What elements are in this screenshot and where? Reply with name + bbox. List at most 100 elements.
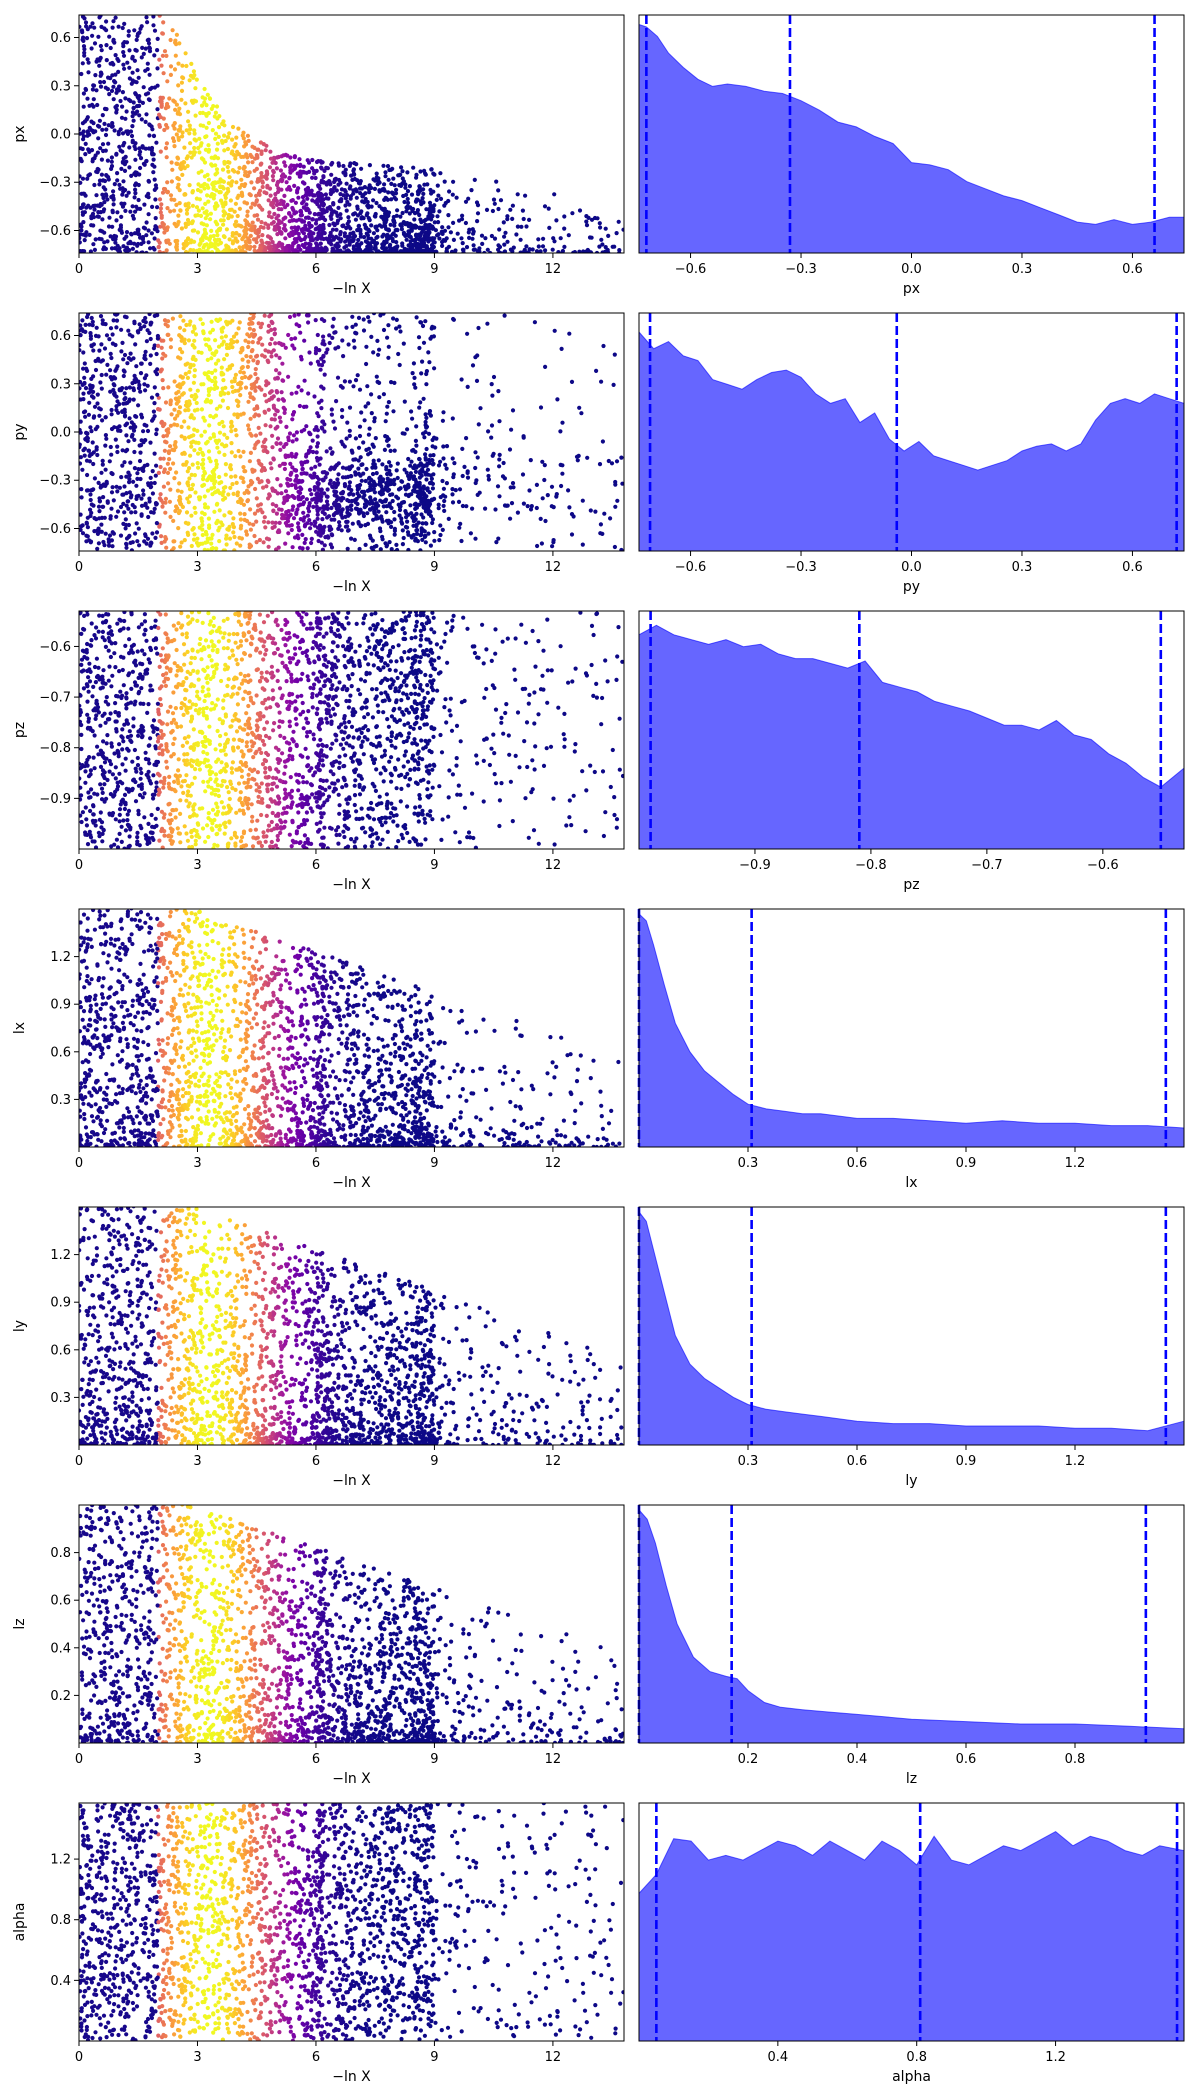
scatter-px-point [89, 223, 94, 228]
scatter-px-point [100, 229, 105, 234]
scatter-px-point [386, 177, 391, 182]
scatter-py-point [168, 345, 173, 350]
scatter-py-point [460, 446, 465, 451]
scatter-px-point [188, 150, 193, 155]
scatter-py-point [221, 424, 226, 429]
scatter-py-point [109, 355, 114, 361]
scatter-py-point [95, 392, 100, 397]
scatter-py-point [224, 342, 229, 347]
scatter-py-point [371, 444, 376, 449]
scatter-py-point [347, 484, 352, 489]
scatter-py-point [441, 503, 446, 508]
scatter-py-point [309, 466, 314, 471]
scatter-px-point [87, 232, 92, 237]
scatter-py-point [567, 331, 572, 336]
scatter-px-point [201, 233, 206, 238]
scatter-py-point [313, 464, 318, 469]
scatter-px-point [413, 237, 418, 242]
scatter-py-point [145, 328, 150, 333]
scatter-py-point [609, 461, 615, 466]
scatter-py-point [170, 316, 175, 321]
scatter-px-point [188, 73, 193, 78]
scatter-px-point [133, 157, 138, 162]
scatter-py-point [315, 492, 320, 497]
scatter-px-point [262, 190, 267, 195]
scatter-py-point [407, 476, 412, 482]
scatter-px-point [195, 230, 201, 235]
scatter-py-point [189, 413, 194, 418]
scatter-py-point [195, 461, 200, 466]
density-px-xlabel: px [903, 281, 920, 297]
scatter-px-point [366, 186, 371, 191]
scatter-px-point [367, 163, 372, 168]
scatter-py-point [259, 321, 265, 326]
scatter-px-point [185, 217, 191, 223]
scatter-px-point [132, 144, 137, 149]
scatter-py-point [89, 429, 94, 434]
scatter-py-point [193, 392, 198, 397]
scatter-px-point [222, 123, 227, 128]
scatter-py-point [178, 314, 183, 319]
scatter-py-point [114, 318, 120, 323]
density-px-panel: −0.6 −0.3 0.0 0.3 0.6px [638, 14, 1185, 297]
scatter-py-point [230, 522, 235, 527]
scatter-py-point [176, 355, 181, 360]
scatter-px-point [385, 232, 390, 237]
scatter-px-point [152, 28, 158, 33]
scatter-py-point [101, 495, 106, 500]
scatter-px-point [202, 210, 207, 215]
scatter-px-point [621, 227, 624, 232]
scatter-py-point [234, 480, 239, 485]
scatter-py-point [230, 363, 235, 368]
scatter-py-point [91, 374, 96, 379]
scatter-px-point [236, 193, 241, 198]
scatter-px-point [170, 167, 175, 172]
scatter-py-point [327, 333, 332, 338]
scatter-px-point [202, 86, 207, 92]
scatter-px-point [199, 249, 204, 253]
scatter-py-point [207, 523, 212, 528]
scatter-px-point [98, 146, 103, 151]
scatter-py-point [217, 481, 222, 486]
scatter-px-point [203, 216, 208, 221]
scatter-px-point [490, 208, 495, 214]
scatter-px-point [133, 181, 139, 186]
scatter-py-point [149, 320, 154, 325]
scatter-py-point [401, 341, 406, 346]
scatter-px-point [79, 224, 84, 229]
scatter-px-point [88, 249, 93, 253]
scatter-py-point [203, 540, 208, 545]
scatter-py-point [319, 540, 324, 545]
scatter-py-point [380, 519, 385, 524]
scatter-py-point [251, 358, 256, 363]
scatter-px-point [158, 149, 163, 154]
scatter-py-point [428, 336, 433, 341]
scatter-py-point [270, 520, 275, 525]
scatter-py-point [302, 378, 307, 383]
scatter-py-point [134, 521, 139, 526]
scatter-px-point [122, 236, 127, 241]
scatter-px-point [152, 177, 157, 182]
scatter-py-point [418, 400, 423, 405]
scatter-py-point [128, 460, 133, 465]
scatter-px-point [245, 213, 250, 218]
scatter-px-point [393, 191, 399, 196]
scatter-py-point [292, 346, 297, 351]
scatter-py-point [223, 334, 228, 339]
scatter-py-point [95, 401, 100, 406]
scatter-px-point [111, 189, 116, 194]
scatter-px-point [84, 24, 89, 29]
scatter-py-point [151, 416, 156, 421]
scatter-py-point [221, 378, 226, 383]
scatter-px-point [566, 233, 571, 238]
scatter-py-point [535, 543, 540, 549]
scatter-py-point [316, 532, 321, 537]
scatter-py-point [160, 504, 165, 509]
scatter-py-point [108, 351, 113, 356]
scatter-px-point [130, 213, 135, 218]
scatter-px-point [460, 241, 465, 246]
scatter-py-point [85, 534, 90, 539]
scatter-py-point [219, 327, 224, 332]
scatter-py-point [361, 495, 366, 500]
scatter-px-point [139, 117, 144, 122]
